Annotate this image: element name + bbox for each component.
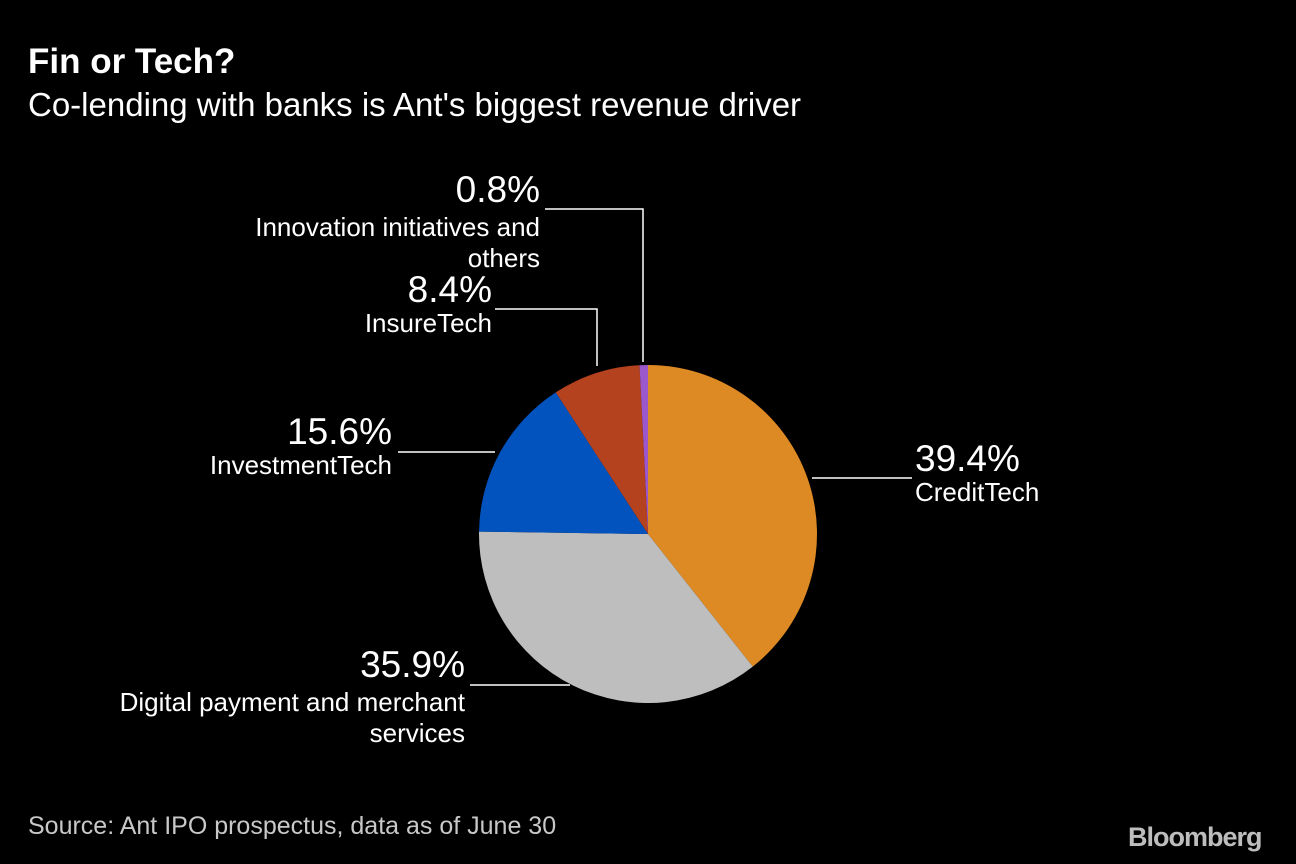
pie-slice-credittech <box>648 365 817 667</box>
slice-name-label: InsureTech <box>364 308 492 338</box>
slice-name-label: Digital payment and merchant services <box>119 687 465 748</box>
label-digital-payment: 35.9% Digital payment and merchant servi… <box>45 646 465 749</box>
label-innovation: 0.8% Innovation initiatives and others <box>200 171 540 274</box>
pie-slice-investmenttech <box>479 392 648 534</box>
pie-slice-digital-payment-and-merchant-services <box>479 531 753 704</box>
slice-name-label: InvestmentTech <box>209 450 392 480</box>
pie-slice-innovation-initiatives-and-others <box>639 365 648 534</box>
chart-subtitle: Co-lending with banks is Ant's biggest r… <box>28 86 802 123</box>
slice-name-label: CreditTech <box>915 477 1040 507</box>
leader-line <box>545 208 644 362</box>
bloomberg-logo: Bloomberg <box>1128 822 1263 852</box>
label-insuretech: 8.4% InsureTech <box>365 271 492 339</box>
leader-line <box>495 308 598 366</box>
slice-value-label: 15.6% <box>287 411 392 452</box>
slice-value-label: 35.9% <box>360 644 465 685</box>
source-note: Source: Ant IPO prospectus, data as of J… <box>28 812 557 840</box>
chart-title: Fin or Tech? <box>28 42 236 81</box>
slice-value-label: 39.4% <box>915 438 1020 479</box>
slice-value-label: 8.4% <box>407 269 492 310</box>
pie-slice-insuretech <box>555 365 648 534</box>
label-crédittech: 39.4% CreditTech <box>915 440 1039 508</box>
slice-name-label: Innovation initiatives and others <box>255 212 540 273</box>
label-investmenttech: 15.6% InvestmentTech <box>210 413 392 481</box>
slice-value-label: 0.8% <box>455 169 540 210</box>
